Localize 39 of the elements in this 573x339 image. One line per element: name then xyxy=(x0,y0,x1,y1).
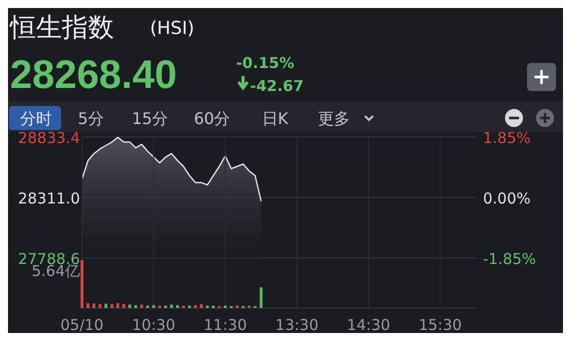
y2-tick-label: 1.85% xyxy=(483,129,531,147)
text: 分时 xyxy=(20,109,52,128)
text: 28268.40 xyxy=(10,53,177,97)
bar xyxy=(86,303,90,308)
text: (HSI) xyxy=(150,18,194,39)
y2-tick-label: 0.00% xyxy=(483,190,531,208)
text: 15分 xyxy=(132,109,168,128)
bar xyxy=(260,287,262,308)
x-tick-label: 13:30 xyxy=(275,316,319,334)
bar xyxy=(200,304,203,308)
text: -0.15% xyxy=(236,54,294,72)
bar xyxy=(194,305,197,308)
text: 5分 xyxy=(78,109,104,128)
text: -42.67 xyxy=(250,77,304,95)
bar xyxy=(122,304,126,308)
bar xyxy=(170,304,173,308)
text: 恒生指数 xyxy=(9,13,114,43)
bar xyxy=(128,304,132,308)
bar xyxy=(140,304,144,308)
bar xyxy=(176,305,179,308)
x-tick-label: 10:30 xyxy=(132,316,176,334)
y-tick-label: 28833.4 xyxy=(18,129,80,147)
text: 日K xyxy=(262,109,289,128)
bar xyxy=(152,305,156,308)
bar xyxy=(98,304,102,308)
text: 60分 xyxy=(194,109,230,128)
x-tick-label: 15:30 xyxy=(418,316,462,334)
x-tick-label: 05/10 xyxy=(60,316,104,334)
bar xyxy=(92,304,96,308)
bar xyxy=(80,260,84,308)
bar xyxy=(116,303,120,308)
x-tick-label: 11:30 xyxy=(204,316,247,334)
bar xyxy=(104,304,108,308)
bar xyxy=(134,305,138,308)
y-tick-label: 28311.0 xyxy=(18,190,80,208)
y2-tick-label: -1.85% xyxy=(483,250,536,268)
text: 更多 xyxy=(318,109,350,128)
bar xyxy=(110,304,114,308)
x-tick-label: 14:30 xyxy=(346,316,390,334)
